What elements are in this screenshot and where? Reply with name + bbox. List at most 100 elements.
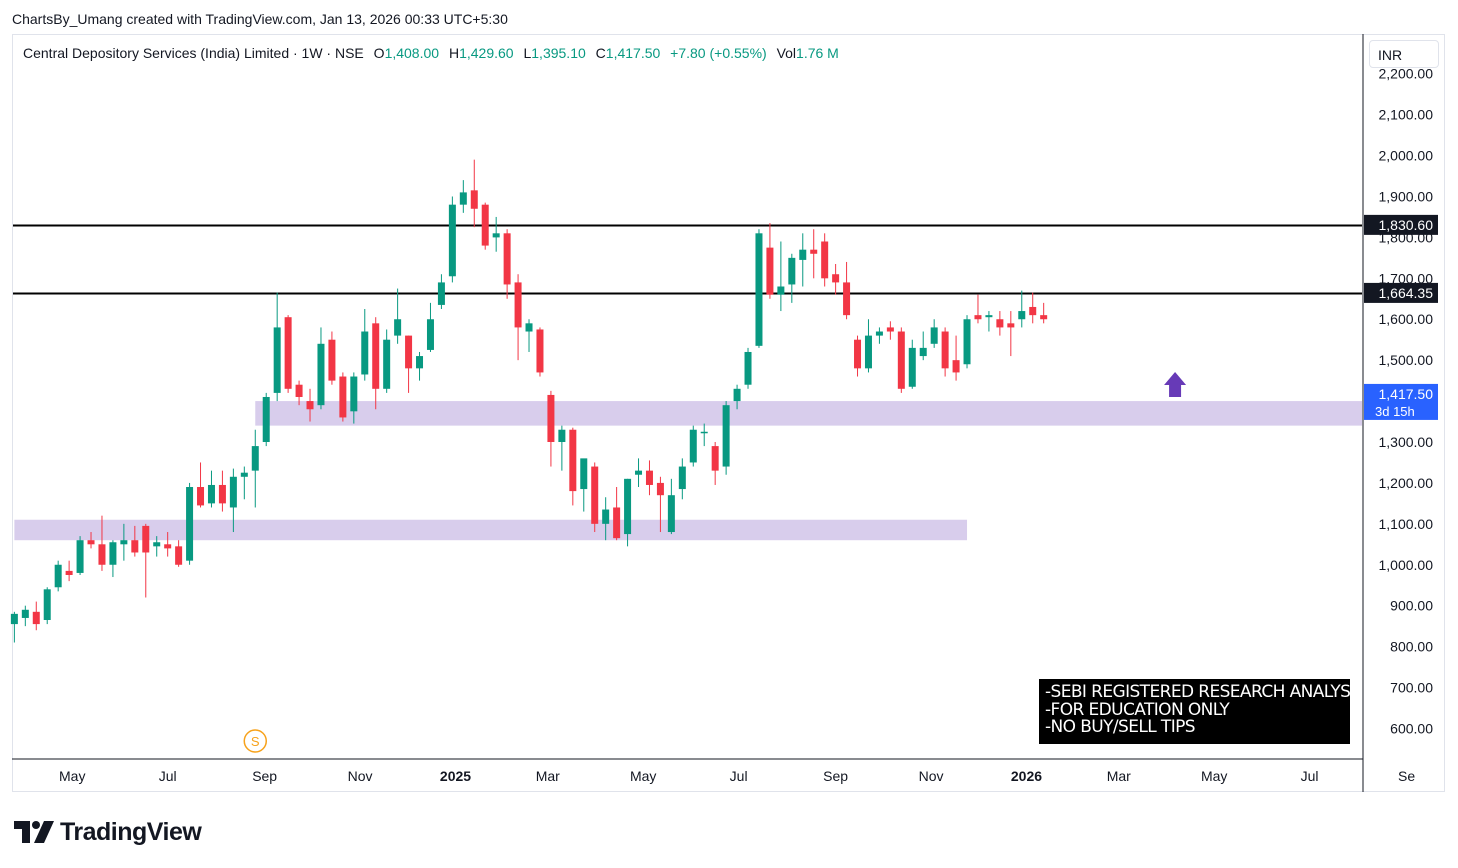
candle[interactable] bbox=[142, 523, 150, 598]
candle[interactable] bbox=[843, 261, 851, 320]
candle[interactable] bbox=[76, 536, 84, 575]
candle[interactable] bbox=[284, 315, 292, 393]
candle[interactable] bbox=[295, 380, 303, 406]
candle[interactable] bbox=[799, 233, 807, 287]
candle[interactable] bbox=[569, 427, 577, 506]
candle[interactable] bbox=[459, 180, 467, 213]
candle[interactable] bbox=[875, 327, 883, 344]
candle[interactable] bbox=[514, 274, 522, 361]
candle[interactable] bbox=[1040, 302, 1048, 324]
candle[interactable] bbox=[262, 392, 270, 447]
candle[interactable] bbox=[985, 311, 993, 332]
candle[interactable] bbox=[996, 311, 1004, 336]
candle[interactable] bbox=[153, 536, 161, 557]
split-marker-icon[interactable] bbox=[243, 729, 268, 753]
candle[interactable] bbox=[536, 327, 544, 377]
candle[interactable] bbox=[678, 458, 686, 500]
candle[interactable] bbox=[306, 388, 314, 422]
candle[interactable] bbox=[350, 372, 358, 424]
support-zone[interactable] bbox=[14, 519, 968, 541]
candle[interactable] bbox=[98, 515, 106, 571]
tradingview-logo[interactable]: TradingView bbox=[14, 815, 202, 849]
candle[interactable] bbox=[963, 315, 971, 369]
candle[interactable] bbox=[755, 229, 763, 348]
candle[interactable] bbox=[613, 487, 621, 541]
candle[interactable] bbox=[908, 339, 916, 389]
candle[interactable] bbox=[109, 540, 117, 578]
candle[interactable] bbox=[273, 292, 281, 402]
candle[interactable] bbox=[21, 605, 29, 627]
candle[interactable] bbox=[197, 462, 205, 508]
candle[interactable] bbox=[788, 253, 796, 303]
candle[interactable] bbox=[317, 327, 325, 410]
candle[interactable] bbox=[930, 319, 938, 348]
candle[interactable] bbox=[43, 587, 51, 625]
candle[interactable] bbox=[240, 466, 248, 500]
chart-frame[interactable] bbox=[12, 34, 1445, 792]
candle[interactable] bbox=[229, 468, 237, 533]
candle[interactable] bbox=[722, 401, 730, 475]
candle[interactable] bbox=[744, 347, 752, 389]
candle[interactable] bbox=[602, 497, 610, 541]
candle[interactable] bbox=[974, 294, 982, 324]
candle[interactable] bbox=[394, 288, 402, 344]
candle[interactable] bbox=[416, 351, 424, 381]
candle[interactable] bbox=[481, 202, 489, 250]
support-zone[interactable] bbox=[255, 401, 1362, 426]
candle[interactable] bbox=[700, 423, 708, 447]
candle[interactable] bbox=[580, 458, 588, 512]
candle[interactable] bbox=[645, 460, 653, 496]
candle[interactable] bbox=[32, 601, 40, 631]
candle[interactable] bbox=[1018, 290, 1026, 328]
candle[interactable] bbox=[810, 229, 818, 279]
candle[interactable] bbox=[131, 525, 139, 557]
candle[interactable] bbox=[405, 335, 413, 393]
candle[interactable] bbox=[667, 478, 675, 535]
candle[interactable] bbox=[87, 532, 95, 549]
candle[interactable] bbox=[897, 327, 905, 393]
candle[interactable] bbox=[547, 390, 555, 467]
candle[interactable] bbox=[711, 442, 719, 485]
candle[interactable] bbox=[339, 372, 347, 422]
candle[interactable] bbox=[624, 478, 632, 547]
candle[interactable] bbox=[175, 540, 183, 567]
candle[interactable] bbox=[383, 329, 391, 393]
candle[interactable] bbox=[941, 327, 949, 377]
candle[interactable] bbox=[65, 560, 73, 582]
candle[interactable] bbox=[54, 560, 62, 592]
candle[interactable] bbox=[372, 317, 380, 410]
candle[interactable] bbox=[886, 321, 894, 340]
candle[interactable] bbox=[328, 331, 336, 385]
candle[interactable] bbox=[854, 335, 862, 377]
candle[interactable] bbox=[503, 229, 511, 299]
candle[interactable] bbox=[207, 470, 215, 508]
candle[interactable] bbox=[426, 302, 434, 352]
candle[interactable] bbox=[1029, 292, 1037, 324]
candle[interactable] bbox=[218, 470, 226, 512]
candle[interactable] bbox=[766, 223, 774, 299]
candle[interactable] bbox=[525, 319, 533, 352]
candle[interactable] bbox=[1007, 311, 1015, 357]
candle[interactable] bbox=[733, 384, 741, 410]
currency-selector[interactable]: INR bbox=[1369, 40, 1439, 68]
up-arrow-icon[interactable] bbox=[1164, 371, 1187, 397]
candle[interactable] bbox=[656, 476, 664, 533]
candle[interactable] bbox=[437, 274, 445, 310]
candle[interactable] bbox=[635, 458, 643, 488]
candle[interactable] bbox=[186, 482, 194, 565]
candle[interactable] bbox=[470, 159, 478, 228]
candle[interactable] bbox=[689, 425, 697, 467]
candle[interactable] bbox=[919, 331, 927, 361]
candle[interactable] bbox=[558, 425, 566, 471]
candle[interactable] bbox=[251, 429, 259, 508]
candle[interactable] bbox=[492, 216, 500, 252]
candle[interactable] bbox=[448, 196, 456, 283]
candle[interactable] bbox=[952, 335, 960, 381]
candle[interactable] bbox=[10, 611, 18, 643]
candle[interactable] bbox=[777, 241, 785, 312]
candle[interactable] bbox=[120, 523, 128, 561]
candle[interactable] bbox=[591, 462, 599, 533]
candle[interactable] bbox=[832, 263, 840, 295]
candle[interactable] bbox=[821, 233, 829, 287]
